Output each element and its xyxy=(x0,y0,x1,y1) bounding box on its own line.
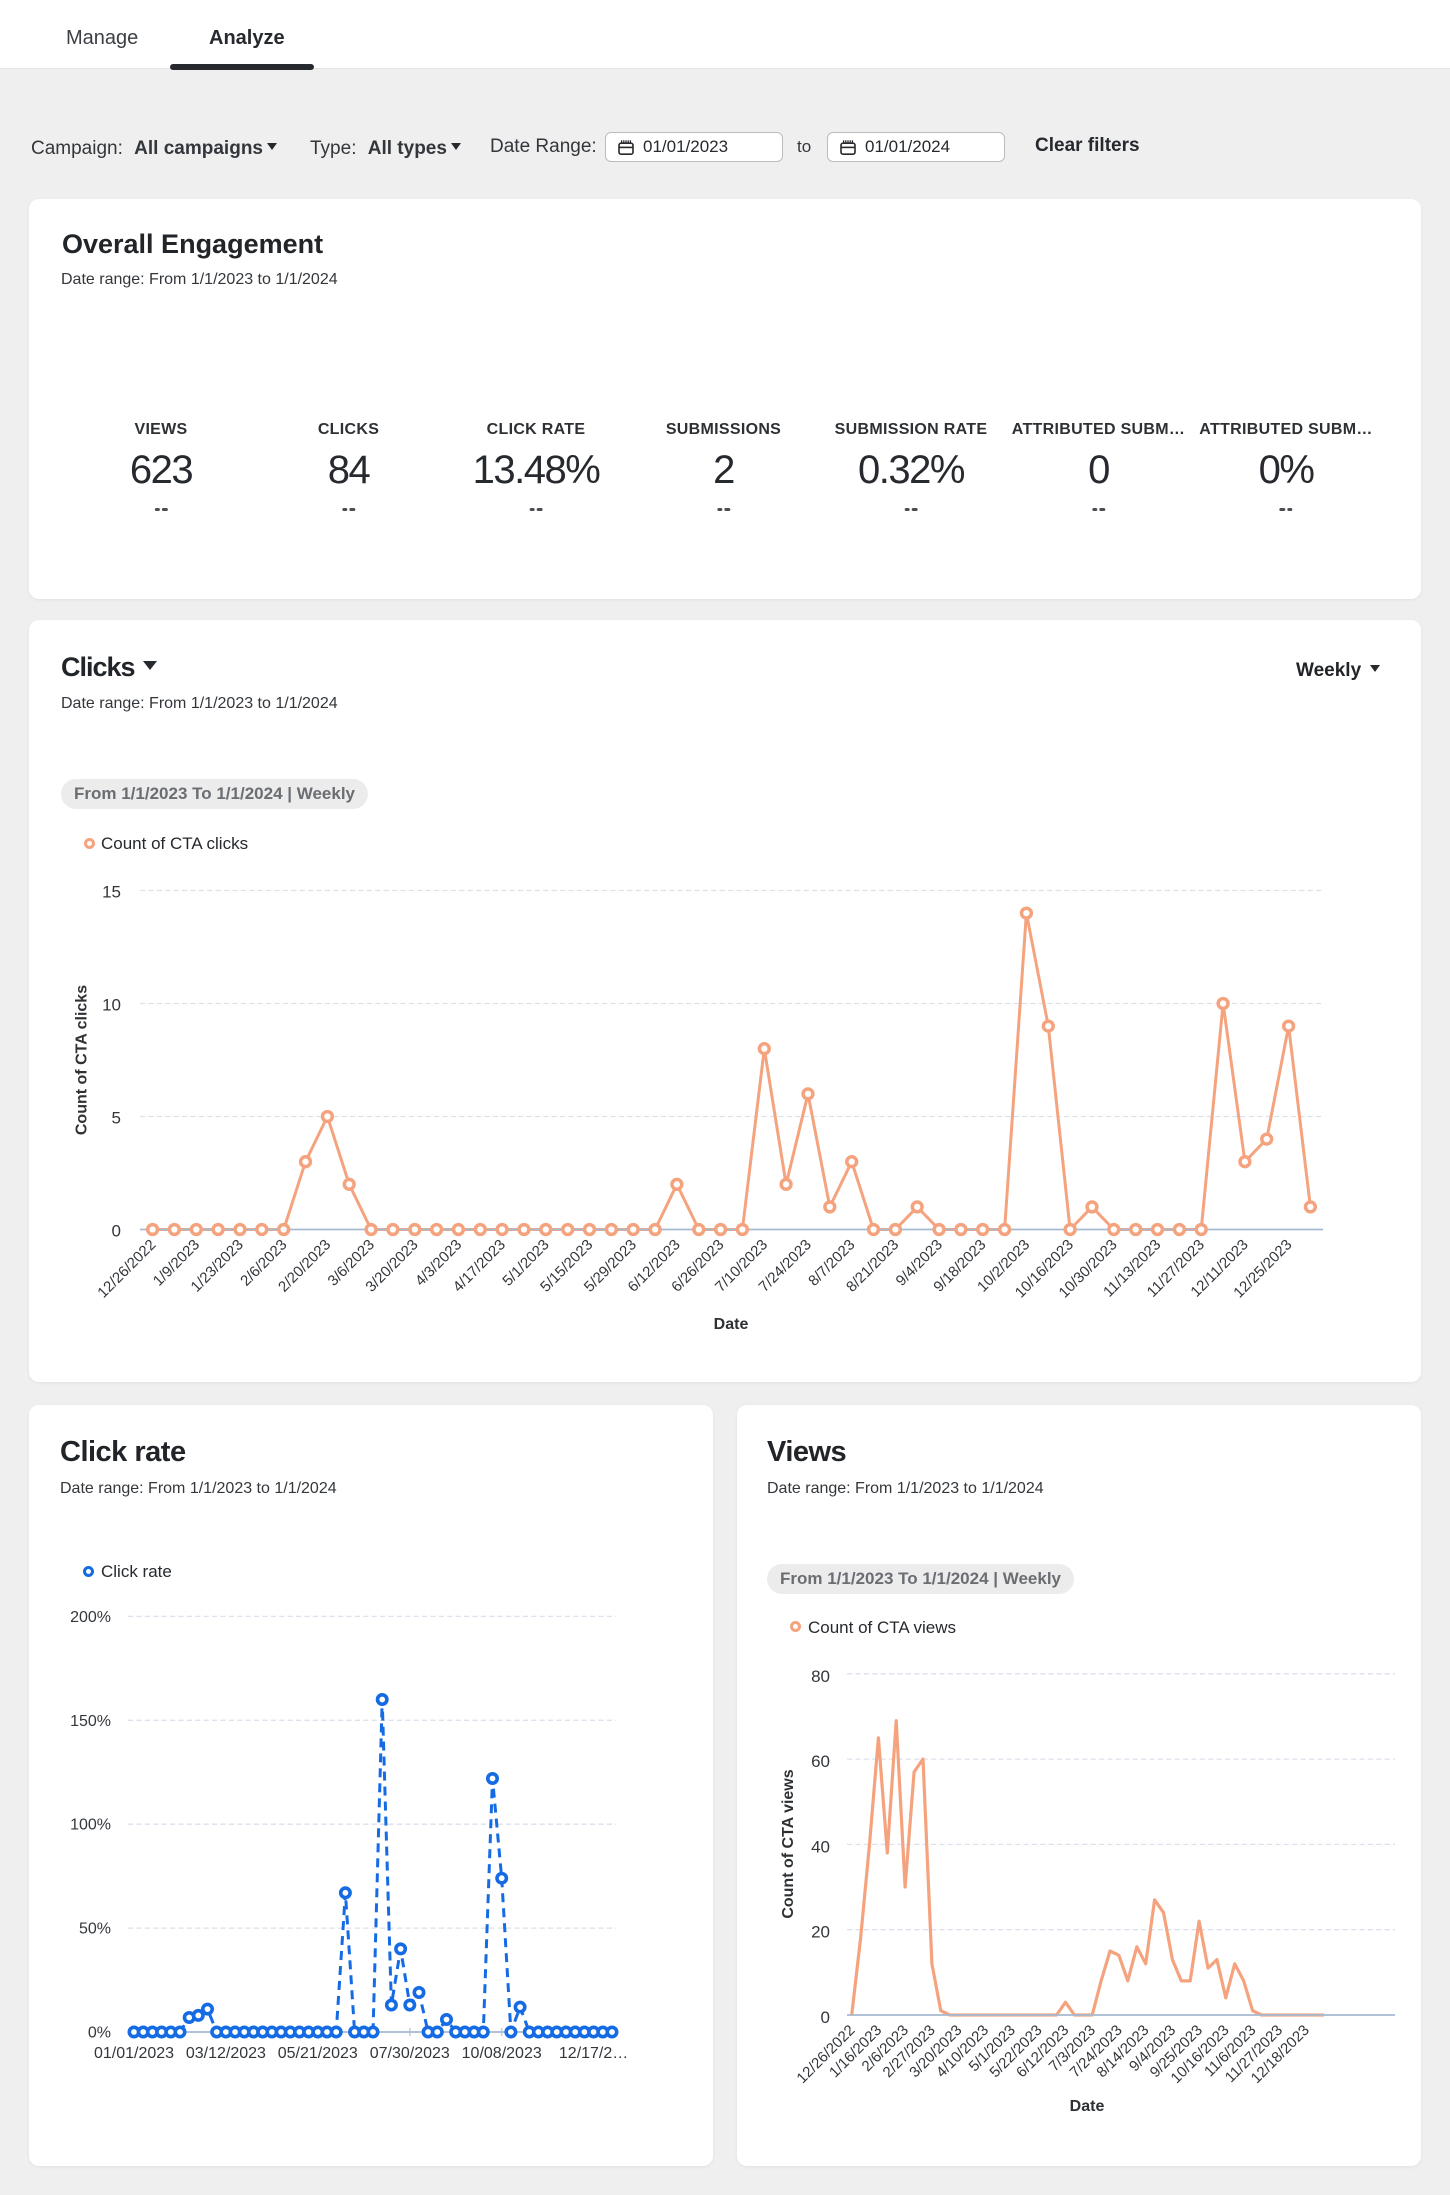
svg-text:Count of CTA views: Count of CTA views xyxy=(780,1769,797,1918)
svg-text:5: 5 xyxy=(112,1109,121,1128)
svg-text:0%: 0% xyxy=(88,2025,111,2042)
svg-text:20: 20 xyxy=(811,1923,830,1942)
svg-text:07/30/2023: 07/30/2023 xyxy=(370,2045,450,2062)
svg-text:80: 80 xyxy=(811,1667,830,1686)
svg-text:150%: 150% xyxy=(70,1713,111,1730)
svg-text:03/12/2023: 03/12/2023 xyxy=(186,2045,266,2062)
svg-text:12/17/2…: 12/17/2… xyxy=(559,2045,628,2062)
svg-text:05/21/2023: 05/21/2023 xyxy=(278,2045,358,2062)
svg-text:100%: 100% xyxy=(70,1817,111,1834)
svg-text:50%: 50% xyxy=(79,1921,111,1938)
svg-text:15: 15 xyxy=(102,883,121,902)
svg-text:10/08/2023: 10/08/2023 xyxy=(462,2045,542,2062)
svg-text:40: 40 xyxy=(811,1837,830,1856)
svg-text:60: 60 xyxy=(811,1752,830,1771)
svg-text:10: 10 xyxy=(102,996,121,1015)
svg-text:0: 0 xyxy=(112,1222,121,1241)
svg-text:Date: Date xyxy=(714,1316,749,1333)
svg-text:200%: 200% xyxy=(70,1609,111,1626)
svg-text:01/01/2023: 01/01/2023 xyxy=(94,2045,174,2062)
svg-text:0: 0 xyxy=(821,2008,830,2027)
svg-text:Count of CTA clicks: Count of CTA clicks xyxy=(74,985,91,1135)
svg-text:Date: Date xyxy=(1070,2098,1105,2115)
